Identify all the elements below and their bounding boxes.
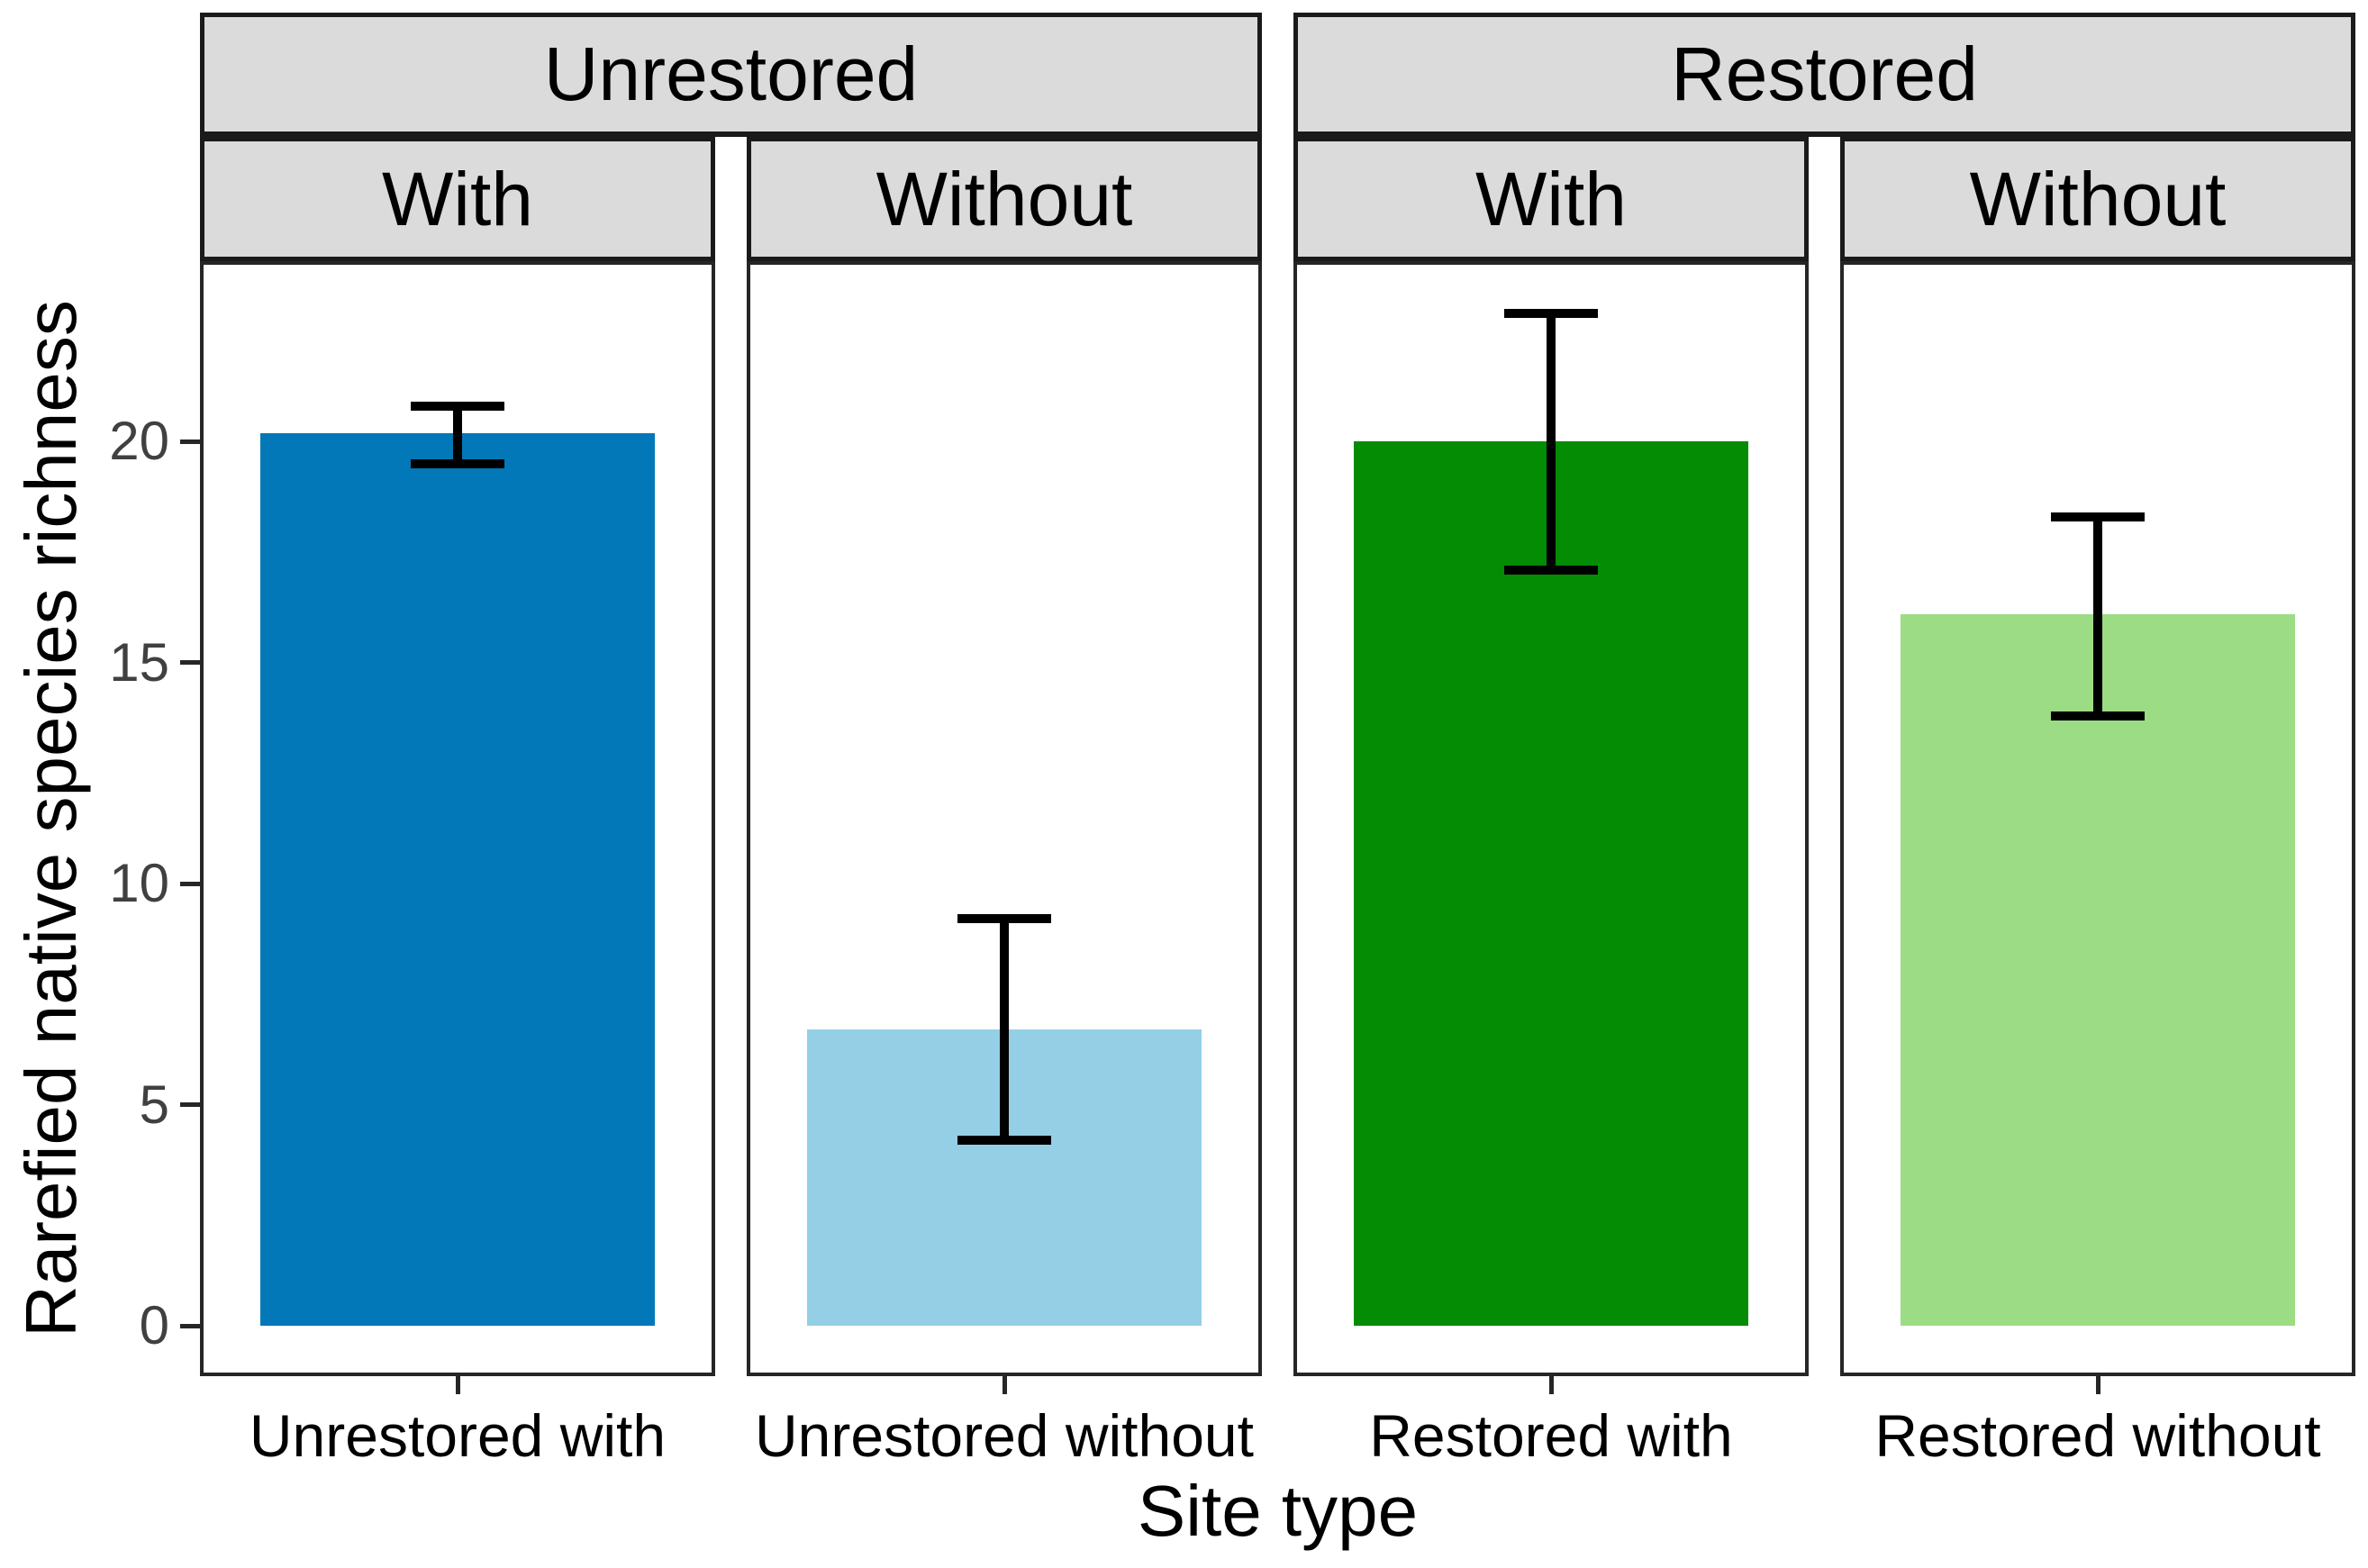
errorbar-line [1547,313,1556,570]
y-axis-tick [180,660,200,666]
y-tick-label: 10 [109,853,169,914]
errorbar-cap-bottom [2051,711,2145,721]
errorbar-line [2093,516,2102,716]
facet-strip-restored: Restored [1293,13,2355,137]
y-axis-tick [180,1323,200,1328]
x-axis-title: Site type [1137,1471,1419,1551]
facet-substrip-without: Without [1840,137,2355,261]
y-tick-label: 15 [109,631,169,693]
errorbar-line [453,406,462,464]
y-tick-label: 20 [109,411,169,472]
facet-strip-label: Unrestored [543,32,919,116]
facet-substrip-label: With [1475,156,1627,241]
facet-substrip-without: Without [747,137,1262,261]
errorbar-cap-top [411,402,504,412]
errorbar-line [1000,919,1009,1140]
x-axis-tick [2095,1376,2100,1394]
x-axis-tick [455,1376,460,1394]
y-axis-title: Rarefied native species richness [11,300,91,1337]
errorbar-cap-top [1504,308,1598,318]
y-axis-tick [180,881,200,886]
facet-substrip-label: Without [1969,156,2227,241]
facet-substrip-with: With [1293,137,1809,261]
bar-restored-with [1354,441,1748,1326]
facet-substrip-label: With [382,156,533,241]
facet-strip-unrestored: Unrestored [200,13,1262,137]
facet-substrip-label: Without [876,156,1133,241]
y-tick-label: 0 [139,1295,169,1355]
x-axis-tick [1548,1376,1554,1394]
y-axis-tick [180,1102,200,1108]
x-tick-label: Unrestored with [249,1402,667,1469]
errorbar-cap-top [957,914,1051,924]
bar-unrestored-with [260,432,655,1326]
errorbar-cap-top [2051,512,2145,521]
y-tick-label: 5 [139,1074,169,1135]
panel-unrestored-with [200,261,715,1376]
panel-restored-without [1840,261,2355,1376]
x-tick-label: Restored without [1874,1402,2321,1469]
errorbar-cap-bottom [1504,565,1598,575]
facet-strip-label: Restored [1671,32,1978,116]
x-tick-label: Unrestored without [755,1402,1254,1469]
bar-restored-without [1901,613,2295,1326]
x-axis-tick [1002,1376,1007,1394]
panel-restored-with [1293,261,1809,1376]
x-tick-label: Restored with [1369,1402,1733,1469]
panel-unrestored-without [747,261,1262,1376]
errorbar-cap-bottom [957,1135,1051,1145]
facet-substrip-with: With [200,137,715,261]
y-axis-tick [180,439,200,444]
errorbar-cap-bottom [411,458,504,468]
